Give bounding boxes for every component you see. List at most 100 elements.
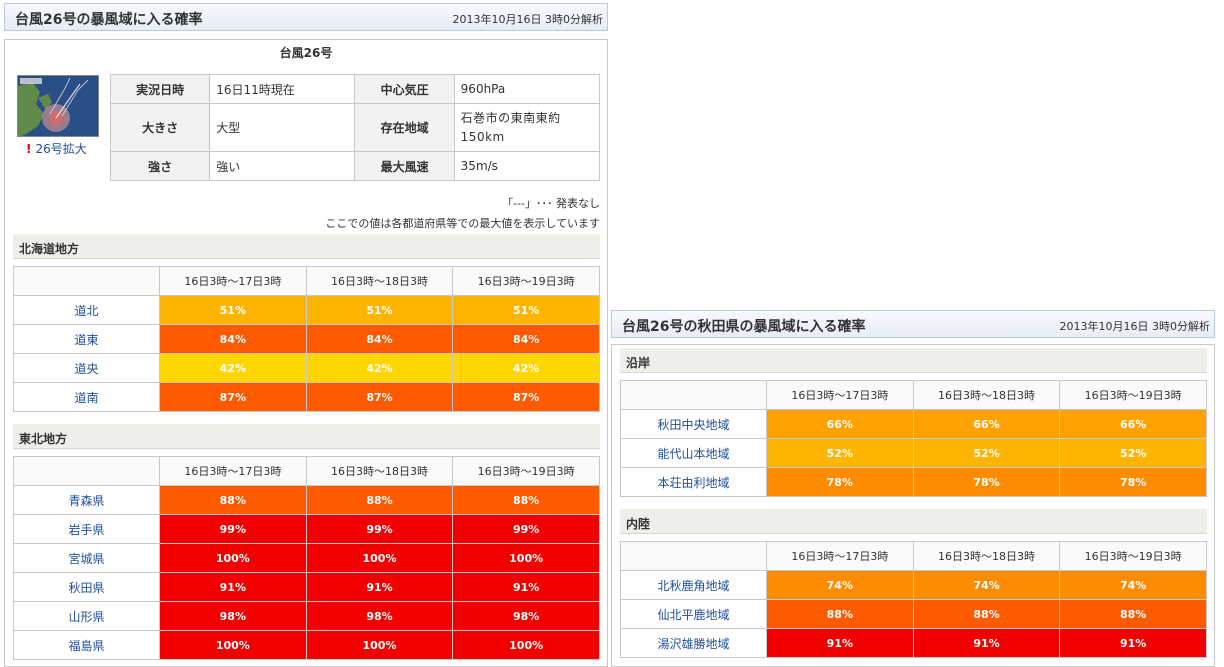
tohoku-table: 16日3時～17日3時 16日3時～18日3時 16日3時～19日3時 青森県 …: [13, 456, 600, 660]
probability-cell: 99%: [305, 514, 454, 544]
region-link[interactable]: 岩手県: [13, 514, 160, 544]
header-blank: [620, 541, 767, 571]
section-title: 東北地方: [19, 432, 68, 446]
info-label: 大きさ: [109, 103, 211, 152]
period-header: 16日3時～18日3時: [305, 266, 454, 296]
hokkaido-table: 16日3時～17日3時 16日3時～18日3時 16日3時～19日3時 道北 5…: [13, 266, 600, 412]
table-row: 宮城県 100% 100% 100%: [13, 543, 600, 573]
region-link[interactable]: 秋田県: [13, 572, 160, 602]
probability-cell: 88%: [766, 599, 914, 629]
probability-cell: 52%: [766, 438, 914, 468]
left-panel-timestamp: 2013年10月16日 3時0分解析: [452, 13, 603, 26]
right-panel-header: 台風26号の秋田県の暴風域に入る確率 2013年10月16日 3時0分解析: [611, 310, 1215, 338]
period-header: 16日3時～17日3時: [766, 541, 914, 571]
section-title: 沿岸: [626, 356, 651, 370]
probability-cell: 42%: [452, 353, 600, 383]
section-tohoku: 東北地方: [13, 424, 600, 449]
region-link[interactable]: 湯沢雄勝地域: [620, 628, 767, 658]
region-link[interactable]: 能代山本地域: [620, 438, 767, 468]
right-panel-timestamp: 2013年10月16日 3時0分解析: [1059, 320, 1210, 333]
region-link[interactable]: 宮城県: [13, 543, 160, 573]
section-hokkaido: 北海道地方: [13, 234, 600, 259]
probability-cell: 91%: [305, 572, 454, 602]
period-header: 16日3時～19日3時: [1059, 541, 1207, 571]
probability-cell: 91%: [159, 572, 307, 602]
table-row: 北秋鹿角地域 74% 74% 74%: [620, 570, 1207, 600]
storm-name: 台風26号: [279, 46, 333, 60]
region-link[interactable]: 仙北平鹿地域: [620, 599, 767, 629]
period-header: 16日3時～18日3時: [912, 380, 1061, 410]
info-label: 強さ: [109, 151, 211, 181]
period-header: 16日3時～17日3時: [159, 456, 307, 486]
section-title: 北海道地方: [19, 242, 80, 256]
probability-cell: 91%: [452, 572, 600, 602]
left-panel-title: 台風26号の暴風域に入る確率: [15, 12, 203, 28]
period-header: 16日3時～18日3時: [912, 541, 1061, 571]
probability-cell: 78%: [1059, 467, 1207, 497]
probability-cell: 100%: [159, 543, 307, 573]
info-label: 中心気圧: [354, 74, 455, 104]
probability-cell: 88%: [159, 485, 307, 515]
probability-cell: 100%: [305, 630, 454, 660]
probability-cell: 91%: [766, 628, 914, 658]
probability-cell: 88%: [305, 485, 454, 515]
probability-cell: 98%: [159, 601, 307, 631]
region-link[interactable]: 青森県: [13, 485, 160, 515]
probability-cell: 88%: [452, 485, 600, 515]
probability-cell: 87%: [159, 382, 307, 412]
table-row: 山形県 98% 98% 98%: [13, 601, 600, 631]
table-row: 能代山本地域 52% 52% 52%: [620, 438, 1207, 468]
table-row: 湯沢雄勝地域 91% 91% 91%: [620, 628, 1207, 658]
probability-cell: 91%: [912, 628, 1061, 658]
probability-cell: 98%: [305, 601, 454, 631]
info-value: 石巻市の東南東約150km: [453, 103, 601, 152]
probability-cell: 52%: [1059, 438, 1207, 468]
header-blank: [13, 456, 160, 486]
region-link[interactable]: 道北: [13, 295, 160, 325]
probability-cell: 88%: [912, 599, 1061, 629]
probability-cell: 100%: [452, 630, 600, 660]
table-row: 道北 51% 51% 51%: [13, 295, 600, 325]
probability-cell: 51%: [159, 295, 307, 325]
region-link[interactable]: 本荘由利地域: [620, 467, 767, 497]
probability-cell: 51%: [452, 295, 600, 325]
region-link[interactable]: 秋田中央地域: [620, 409, 767, 439]
info-label: 存在地域: [354, 103, 455, 152]
region-link[interactable]: 福島県: [13, 630, 160, 660]
table-row: 青森県 88% 88% 88%: [13, 485, 600, 515]
period-header: 16日3時～19日3時: [1059, 380, 1207, 410]
probability-cell: 87%: [452, 382, 600, 412]
region-link[interactable]: 北秋鹿角地域: [620, 570, 767, 600]
probability-cell: 66%: [912, 409, 1061, 439]
typhoon-map-thumbnail[interactable]: [17, 75, 99, 137]
table-row: 福島県 100% 100% 100%: [13, 630, 600, 660]
table-row: 道東 84% 84% 84%: [13, 324, 600, 354]
section-title: 内陸: [626, 517, 651, 531]
region-link[interactable]: 道南: [13, 382, 160, 412]
probability-cell: 52%: [912, 438, 1061, 468]
table-row: 道南 87% 87% 87%: [13, 382, 600, 412]
legend-note: 「---」･･･ 発表なし: [502, 197, 600, 210]
period-header: 16日3時～18日3時: [305, 456, 454, 486]
region-link[interactable]: 山形県: [13, 601, 160, 631]
probability-cell: 78%: [766, 467, 914, 497]
max-value-note: ここでの値は各都道府県等での最大値を表示しています: [325, 217, 600, 230]
probability-cell: 51%: [305, 295, 454, 325]
enlarge-link[interactable]: ! 26号拡大: [26, 140, 87, 157]
alert-icon: !: [26, 142, 32, 156]
table-row: 秋田県 91% 91% 91%: [13, 572, 600, 602]
probability-cell: 100%: [159, 630, 307, 660]
info-label: 実況日時: [109, 74, 211, 104]
probability-cell: 74%: [912, 570, 1061, 600]
region-link[interactable]: 道央: [13, 353, 160, 383]
probability-cell: 42%: [159, 353, 307, 383]
probability-cell: 74%: [766, 570, 914, 600]
info-value: 大型: [209, 103, 356, 152]
table-row: 秋田中央地域 66% 66% 66%: [620, 409, 1207, 439]
region-link[interactable]: 道東: [13, 324, 160, 354]
probability-cell: 100%: [305, 543, 454, 573]
probability-cell: 91%: [1059, 628, 1207, 658]
inland-table: 16日3時～17日3時 16日3時～18日3時 16日3時～19日3時 北秋鹿角…: [620, 541, 1207, 658]
period-header: 16日3時～19日3時: [452, 456, 600, 486]
table-row: 仙北平鹿地域 88% 88% 88%: [620, 599, 1207, 629]
